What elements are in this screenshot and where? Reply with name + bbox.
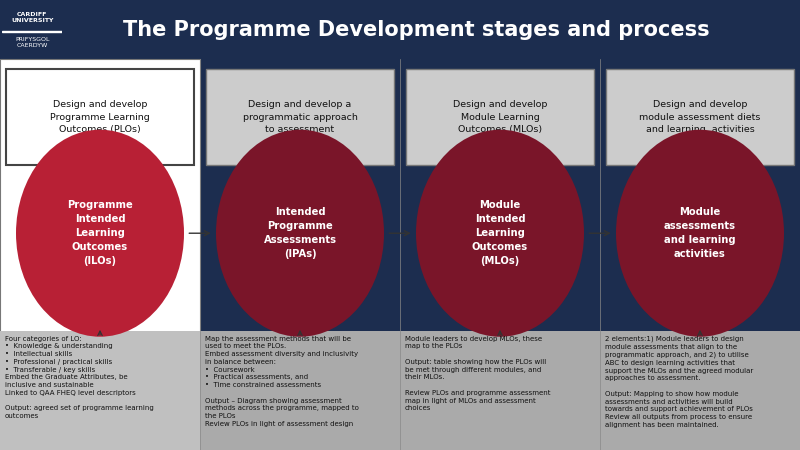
FancyBboxPatch shape — [6, 69, 194, 165]
Ellipse shape — [616, 130, 784, 337]
Text: Module
assessments
and learning
activities: Module assessments and learning activiti… — [664, 207, 736, 259]
Text: Design and develop a
programmatic approach
to assessment: Design and develop a programmatic approa… — [242, 100, 358, 134]
Text: Module
Intended
Learning
Outcomes
(MLOs): Module Intended Learning Outcomes (MLOs) — [472, 200, 528, 266]
Text: Design and develop
Module Learning
Outcomes (MLOs): Design and develop Module Learning Outco… — [453, 100, 547, 134]
Text: The Programme Development stages and process: The Programme Development stages and pro… — [122, 20, 710, 40]
Bar — [0, 331, 200, 450]
Text: PRIFYSGOL
CAERDYW: PRIFYSGOL CAERDYW — [15, 37, 50, 48]
FancyBboxPatch shape — [606, 69, 794, 165]
Text: Map the assessment methods that will be
used to meet the PLOs.
Embed assessment : Map the assessment methods that will be … — [205, 336, 358, 427]
Text: Four categories of LO:
•  Knowledge & understanding
•  Intellectual skills
•  Pr: Four categories of LO: • Knowledge & und… — [5, 336, 154, 419]
Ellipse shape — [216, 130, 384, 337]
Text: Programme
Intended
Learning
Outcomes
(ILOs): Programme Intended Learning Outcomes (IL… — [67, 200, 133, 266]
FancyBboxPatch shape — [206, 69, 394, 165]
Text: CARDIFF
UNIVERSITY: CARDIFF UNIVERSITY — [11, 12, 54, 23]
Ellipse shape — [16, 130, 184, 337]
FancyBboxPatch shape — [406, 69, 594, 165]
Bar — [0, 331, 800, 450]
Text: Module leaders to develop MLOs, these
map to the PLOs

Output: table showing how: Module leaders to develop MLOs, these ma… — [405, 336, 550, 411]
Text: 2 elements:1) Module leaders to design
module assessments that align to the
prog: 2 elements:1) Module leaders to design m… — [605, 336, 753, 428]
Text: Intended
Programme
Assessments
(IPAs): Intended Programme Assessments (IPAs) — [263, 207, 337, 259]
Text: Design and develop
module assessment diets
and learning  activities: Design and develop module assessment die… — [639, 100, 761, 134]
Ellipse shape — [416, 130, 584, 337]
Bar — [0, 59, 200, 450]
Text: Design and develop
Programme Learning
Outcomes (PLOs): Design and develop Programme Learning Ou… — [50, 100, 150, 134]
